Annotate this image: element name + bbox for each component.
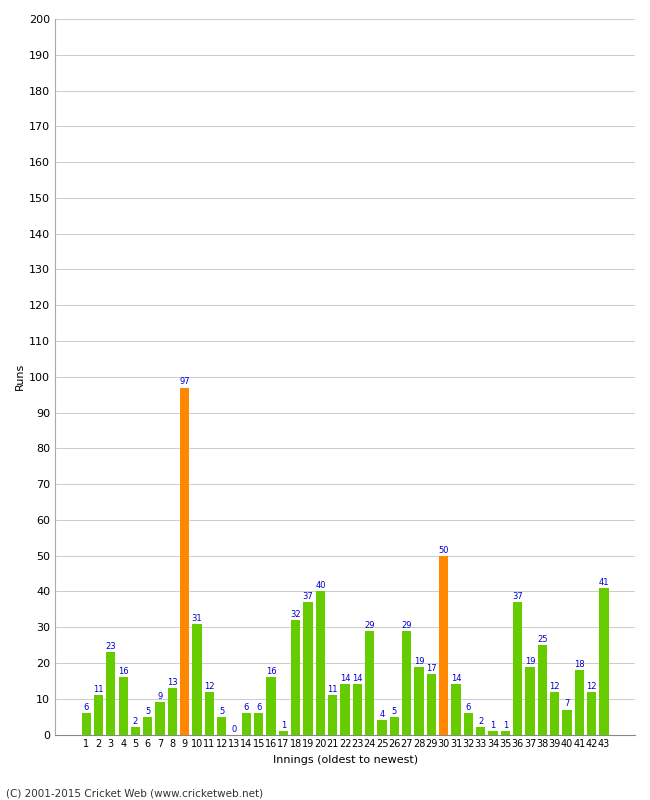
Bar bbox=[538, 645, 547, 734]
Text: 50: 50 bbox=[439, 546, 449, 554]
Text: 23: 23 bbox=[105, 642, 116, 651]
Bar bbox=[304, 602, 313, 734]
Text: 6: 6 bbox=[244, 703, 249, 712]
Text: 14: 14 bbox=[352, 674, 363, 683]
Bar bbox=[242, 713, 251, 734]
Text: 6: 6 bbox=[256, 703, 261, 712]
Bar bbox=[513, 602, 523, 734]
Bar bbox=[500, 731, 510, 734]
Text: 12: 12 bbox=[204, 682, 214, 690]
Y-axis label: Runs: Runs bbox=[15, 363, 25, 390]
Text: 13: 13 bbox=[167, 678, 177, 687]
Text: 12: 12 bbox=[549, 682, 560, 690]
Bar bbox=[439, 556, 448, 734]
Text: 14: 14 bbox=[451, 674, 462, 683]
Text: 11: 11 bbox=[93, 685, 104, 694]
Text: 1: 1 bbox=[281, 721, 286, 730]
Text: 1: 1 bbox=[502, 721, 508, 730]
Bar bbox=[192, 624, 202, 734]
Bar bbox=[143, 717, 152, 734]
Text: 0: 0 bbox=[231, 725, 237, 734]
Bar bbox=[291, 620, 300, 734]
Text: 41: 41 bbox=[599, 578, 609, 587]
Text: 17: 17 bbox=[426, 664, 437, 673]
Text: 29: 29 bbox=[402, 621, 412, 630]
Bar bbox=[279, 731, 288, 734]
Bar bbox=[353, 685, 362, 734]
Text: 5: 5 bbox=[145, 706, 150, 716]
Text: 25: 25 bbox=[537, 635, 547, 644]
Bar bbox=[415, 666, 424, 734]
Text: 5: 5 bbox=[392, 706, 397, 716]
Bar bbox=[550, 692, 559, 734]
Text: 97: 97 bbox=[179, 378, 190, 386]
X-axis label: Innings (oldest to newest): Innings (oldest to newest) bbox=[272, 755, 418, 765]
Bar bbox=[452, 685, 461, 734]
Bar bbox=[81, 713, 91, 734]
Bar bbox=[525, 666, 535, 734]
Bar bbox=[599, 588, 608, 734]
Text: 11: 11 bbox=[328, 685, 338, 694]
Text: 19: 19 bbox=[414, 657, 424, 666]
Text: 2: 2 bbox=[478, 718, 484, 726]
Text: 9: 9 bbox=[157, 692, 162, 702]
Text: 1: 1 bbox=[490, 721, 496, 730]
Bar bbox=[266, 678, 276, 734]
Text: 2: 2 bbox=[133, 718, 138, 726]
Bar bbox=[118, 678, 128, 734]
Bar bbox=[488, 731, 498, 734]
Text: 37: 37 bbox=[303, 592, 313, 601]
Text: 19: 19 bbox=[525, 657, 536, 666]
Text: 4: 4 bbox=[380, 710, 385, 719]
Bar bbox=[254, 713, 263, 734]
Bar bbox=[328, 695, 337, 734]
Text: 16: 16 bbox=[118, 667, 129, 676]
Bar bbox=[575, 670, 584, 734]
Text: 6: 6 bbox=[465, 703, 471, 712]
Bar bbox=[476, 727, 486, 734]
Bar bbox=[365, 631, 374, 734]
Bar bbox=[378, 720, 387, 734]
Bar bbox=[168, 688, 177, 734]
Text: 16: 16 bbox=[266, 667, 276, 676]
Bar bbox=[217, 717, 226, 734]
Text: 5: 5 bbox=[219, 706, 224, 716]
Bar bbox=[180, 387, 189, 734]
Text: 7: 7 bbox=[564, 699, 569, 709]
Bar bbox=[205, 692, 214, 734]
Bar bbox=[390, 717, 399, 734]
Bar bbox=[155, 702, 164, 734]
Bar bbox=[316, 591, 325, 734]
Text: 37: 37 bbox=[512, 592, 523, 601]
Bar bbox=[341, 685, 350, 734]
Text: (C) 2001-2015 Cricket Web (www.cricketweb.net): (C) 2001-2015 Cricket Web (www.cricketwe… bbox=[6, 789, 264, 798]
Bar bbox=[427, 674, 436, 734]
Bar bbox=[587, 692, 596, 734]
Text: 6: 6 bbox=[83, 703, 89, 712]
Text: 32: 32 bbox=[291, 610, 301, 619]
Bar bbox=[562, 710, 571, 734]
Text: 40: 40 bbox=[315, 582, 326, 590]
Bar bbox=[463, 713, 473, 734]
Text: 14: 14 bbox=[340, 674, 350, 683]
Bar bbox=[94, 695, 103, 734]
Text: 31: 31 bbox=[192, 614, 202, 622]
Text: 18: 18 bbox=[574, 660, 584, 669]
Bar bbox=[106, 652, 116, 734]
Bar bbox=[402, 631, 411, 734]
Text: 29: 29 bbox=[365, 621, 375, 630]
Bar bbox=[131, 727, 140, 734]
Text: 12: 12 bbox=[586, 682, 597, 690]
